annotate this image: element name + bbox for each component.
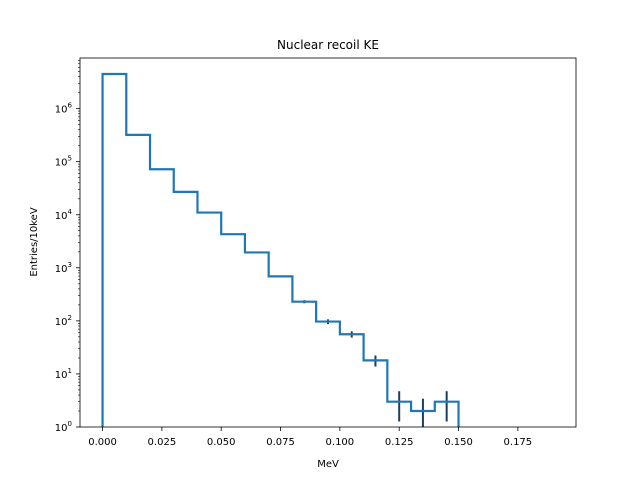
x-tick-label: 0.025 [148,437,177,448]
y-tick-label: 105 [55,155,72,169]
y-axis-label: Entries/10keV [29,207,40,277]
y-tick-label: 101 [55,367,72,381]
x-tick-label: 0.000 [88,437,117,448]
x-tick-label: 0.175 [504,437,533,448]
y-tick-label: 106 [55,102,73,116]
y-tick-label: 100 [55,420,72,434]
y-axis: 100 101 102 103 104 105 106 [55,60,80,434]
x-tick-label: 0.100 [326,437,355,448]
x-axis: 0.000 0.025 0.050 0.075 0.100 0.125 0.150 0.175 [88,427,532,448]
histogram-step-line [101,72,460,427]
plot-area [101,72,460,427]
x-tick-label: 0.125 [385,437,414,448]
chart-title: Nuclear recoil KE [277,38,379,52]
x-tick-label: 0.075 [266,437,295,448]
x-axis-label: MeV [317,459,339,470]
y-tick-label: 103 [55,261,72,275]
y-tick-label: 104 [55,208,73,222]
x-tick-label: 0.050 [207,437,236,448]
x-tick-label: 0.150 [444,437,473,448]
y-tick-label: 102 [55,314,72,328]
axes-frame [79,57,577,428]
